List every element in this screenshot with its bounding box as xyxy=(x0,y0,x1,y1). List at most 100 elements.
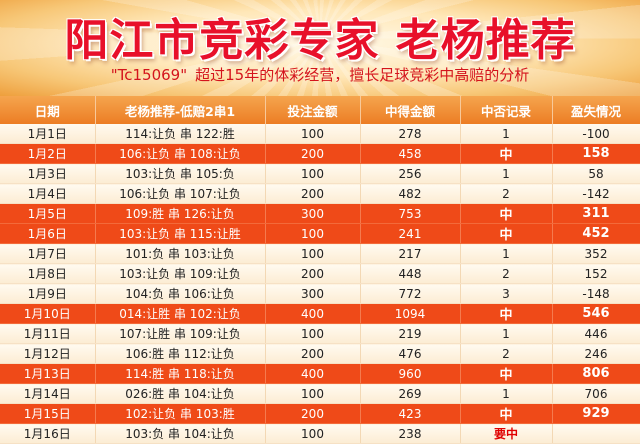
cell-pick: 106:胜 串 112:让负 xyxy=(95,343,266,364)
cell-profit: -100 xyxy=(552,124,640,144)
cell-profit: 929 xyxy=(552,403,640,424)
cell-bet: 100 xyxy=(265,243,361,264)
cell-date: 1月16日 xyxy=(0,423,96,444)
cell-record: 1 xyxy=(460,243,553,264)
cell-bet: 200 xyxy=(265,143,361,164)
cell-bet: 400 xyxy=(265,363,361,384)
cell-profit: 58 xyxy=(552,163,640,184)
cell-profit: 311 xyxy=(552,203,640,224)
cell-pick: 014:让胜 串 102:让负 xyxy=(95,303,266,324)
table-body: 1月1日 114:让负 串 122:胜 100 278 1 -100 1月2日 106:让负 … xyxy=(0,124,640,444)
cell-date: 1月1日 xyxy=(0,124,96,144)
cell-won: 241 xyxy=(360,223,461,244)
cell-bet: 200 xyxy=(265,343,361,364)
cell-pick: 106:让负 串 107:让负 xyxy=(95,183,266,204)
cell-bet: 100 xyxy=(265,223,361,244)
cell-date: 1月3日 xyxy=(0,163,96,184)
cell-pick: 103:让负 串 105:负 xyxy=(95,163,266,184)
cell-won: 772 xyxy=(360,283,461,304)
cell-bet: 200 xyxy=(265,183,361,204)
table-row: 1月2日 106:让负 串 108:让负 200 458 中 158 xyxy=(0,143,640,164)
cell-won: 269 xyxy=(360,383,461,404)
cell-profit: 246 xyxy=(552,343,640,364)
cell-bet: 100 xyxy=(265,323,361,344)
banner-subtitle: "Tc15069" 超过15年的体彩经营，擅长足球竞彩中高赔的分析 xyxy=(0,64,640,85)
cell-record: 要中 xyxy=(460,423,553,444)
col-bet-header: 投注金额 xyxy=(265,96,361,124)
table-row: 1月16日 103:负 串 104:让负 100 238 要中 xyxy=(0,423,640,444)
col-profit-header: 盈失情况 xyxy=(552,96,640,124)
table-row: 1月7日 101:负 串 103:让负 100 217 1 352 xyxy=(0,243,640,264)
cell-record: 中 xyxy=(460,143,553,164)
cell-record: 中 xyxy=(460,303,553,324)
cell-won: 458 xyxy=(360,143,461,164)
cell-date: 1月15日 xyxy=(0,403,96,424)
cell-date: 1月11日 xyxy=(0,323,96,344)
cell-pick: 106:让负 串 108:让负 xyxy=(95,143,266,164)
cell-bet: 300 xyxy=(265,203,361,224)
cell-pick: 102:让负 串 103:胜 xyxy=(95,403,266,424)
table-header-row: 日期 老杨推荐-低赔2串1 投注金额 中得金额 中否记录 盈失情况 xyxy=(0,96,640,124)
banner-burst-background xyxy=(0,0,640,96)
cell-record: 2 xyxy=(460,343,553,364)
cell-bet: 400 xyxy=(265,303,361,324)
cell-profit xyxy=(552,423,640,444)
table-row: 1月4日 106:让负 串 107:让负 200 482 2 -142 xyxy=(0,183,640,204)
cell-bet: 200 xyxy=(265,263,361,284)
cell-pick: 103:让负 串 109:让负 xyxy=(95,263,266,284)
cell-bet: 200 xyxy=(265,403,361,424)
cell-pick: 101:负 串 103:让负 xyxy=(95,243,266,264)
cell-pick: 103:负 串 104:让负 xyxy=(95,423,266,444)
cell-date: 1月6日 xyxy=(0,223,96,244)
cell-profit: 152 xyxy=(552,263,640,284)
cell-won: 238 xyxy=(360,423,461,444)
cell-record: 中 xyxy=(460,203,553,224)
cell-won: 448 xyxy=(360,263,461,284)
cell-date: 1月4日 xyxy=(0,183,96,204)
cell-date: 1月5日 xyxy=(0,203,96,224)
cell-profit: 352 xyxy=(552,243,640,264)
table-row: 1月12日 106:胜 串 112:让负 200 476 2 246 xyxy=(0,343,640,364)
cell-pick: 103:让负 串 115:让胜 xyxy=(95,223,266,244)
table-row: 1月10日 014:让胜 串 102:让负 400 1094 中 546 xyxy=(0,303,640,324)
table-row: 1月8日 103:让负 串 109:让负 200 448 2 152 xyxy=(0,263,640,284)
cell-pick: 107:让胜 串 109:让负 xyxy=(95,323,266,344)
cell-profit: 452 xyxy=(552,223,640,244)
cell-won: 482 xyxy=(360,183,461,204)
cell-date: 1月9日 xyxy=(0,283,96,304)
cell-won: 753 xyxy=(360,203,461,224)
cell-won: 960 xyxy=(360,363,461,384)
cell-bet: 100 xyxy=(265,124,361,144)
table-row: 1月9日 104:负 串 106:让负 300 772 3 -148 xyxy=(0,283,640,304)
cell-record: 中 xyxy=(460,363,553,384)
cell-date: 1月14日 xyxy=(0,383,96,404)
cell-record: 中 xyxy=(460,403,553,424)
cell-bet: 100 xyxy=(265,163,361,184)
banner-title: 阳江市竞彩专家 老杨推荐 xyxy=(64,15,576,66)
cell-pick: 109:胜 串 126:让负 xyxy=(95,203,266,224)
cell-won: 217 xyxy=(360,243,461,264)
cell-date: 1月7日 xyxy=(0,243,96,264)
banner-header: 阳江市竞彩专家 老杨推荐 "Tc15069" 超过15年的体彩经营，擅长足球竞彩中… xyxy=(0,0,640,96)
cell-date: 1月8日 xyxy=(0,263,96,284)
cell-record: 1 xyxy=(460,323,553,344)
cell-record: 1 xyxy=(460,124,553,144)
cell-record: 3 xyxy=(460,283,553,304)
cell-record: 1 xyxy=(460,163,553,184)
cell-bet: 100 xyxy=(265,383,361,404)
expert-tagline: 超过15年的体彩经营，擅长足球竞彩中高赔的分析 xyxy=(195,66,530,84)
table-row: 1月1日 114:让负 串 122:胜 100 278 1 -100 xyxy=(0,124,640,144)
cell-pick: 114:让负 串 122:胜 xyxy=(95,124,266,144)
cell-profit: 446 xyxy=(552,323,640,344)
cell-won: 476 xyxy=(360,343,461,364)
cell-record: 2 xyxy=(460,263,553,284)
table-row: 1月15日 102:让负 串 103:胜 200 423 中 929 xyxy=(0,403,640,424)
cell-profit: 706 xyxy=(552,383,640,404)
cell-profit: -142 xyxy=(552,183,640,204)
cell-pick: 114:胜 串 118:让负 xyxy=(95,363,266,384)
table-row: 1月3日 103:让负 串 105:负 100 256 1 58 xyxy=(0,163,640,184)
table-row: 1月6日 103:让负 串 115:让胜 100 241 中 452 xyxy=(0,223,640,244)
cell-record: 2 xyxy=(460,183,553,204)
table-row: 1月11日 107:让胜 串 109:让负 100 219 1 446 xyxy=(0,323,640,344)
table-row: 1月14日 026:胜 串 104:让负 100 269 1 706 xyxy=(0,383,640,404)
